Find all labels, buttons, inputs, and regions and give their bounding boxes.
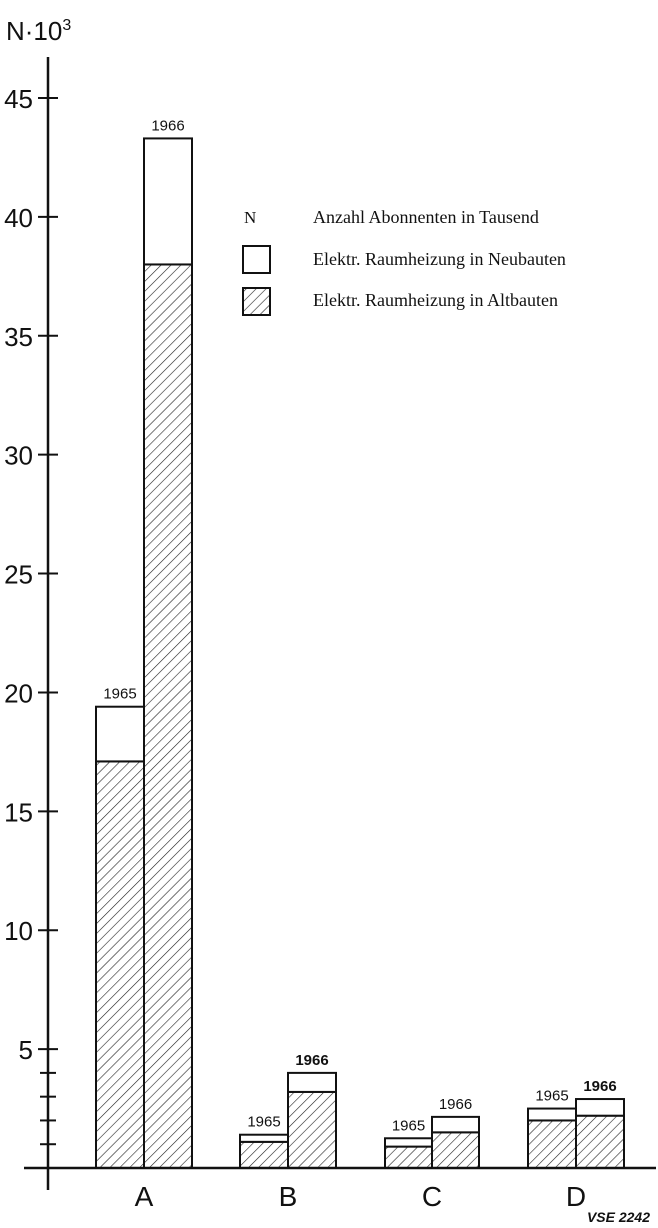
bar-A-1966-neubauten [143, 137, 193, 266]
category-label-A: A [135, 1181, 154, 1212]
y-tick-label: 15 [4, 797, 33, 827]
category-labels: A B C D [135, 1181, 586, 1212]
y-tick-label: 5 [19, 1035, 33, 1065]
bar-A-1966-altbauten [143, 263, 193, 1169]
bars: 1965 1966 1965 1966 1965 1966 1965 1966 [95, 117, 625, 1170]
bar-B-1965-altbauten [239, 1140, 289, 1170]
bar-A-1965-neubauten [95, 705, 145, 763]
legend-swatch-white [242, 245, 271, 274]
bar-C-1965-altbauten [384, 1145, 433, 1169]
y-tick-label: 30 [4, 441, 33, 471]
bar-C-1966-neubauten [431, 1115, 480, 1134]
legend-entry-hatched: Elektr. Raumheizung in Altbauten [313, 290, 558, 310]
bar-C-1966-altbauten [431, 1131, 480, 1170]
y-axis-label-base: N·10 [6, 16, 62, 46]
bar-label-D-1966: 1966 [583, 1078, 616, 1095]
bar-D-1965-neubauten [527, 1107, 577, 1122]
y-tick-label: 45 [4, 84, 33, 114]
bar-B-1966-altbauten [287, 1090, 337, 1170]
legend-swatch-hatched [242, 287, 271, 316]
bar-D-1965-altbauten [527, 1119, 577, 1170]
y-axis-label: N·103 [6, 16, 71, 46]
y-ticks: 5 10 15 20 25 30 35 40 45 [4, 84, 58, 1146]
bar-label-A-1965: 1965 [103, 686, 136, 703]
legend-symbol-n: N [244, 208, 256, 227]
bar-B-1965-neubauten [239, 1133, 289, 1143]
bar-B-1966-neubauten [287, 1071, 337, 1093]
footer-code: VSE 2242 [587, 1209, 650, 1225]
bar-label-A-1966: 1966 [151, 117, 184, 134]
y-tick-label: 40 [4, 203, 33, 233]
category-label-C: C [422, 1181, 442, 1212]
category-label-D: D [566, 1181, 586, 1212]
bar-C-1965-neubauten [384, 1137, 433, 1148]
bar-D-1966-neubauten [575, 1098, 625, 1117]
category-label-B: B [279, 1181, 298, 1212]
y-tick-label: 35 [4, 322, 33, 352]
legend-entry-white: Elektr. Raumheizung in Neubauten [313, 249, 566, 269]
legend-entry-n: Anzahl Abonnenten in Tausend [313, 207, 539, 227]
y-tick-label: 10 [4, 916, 33, 946]
bar-A-1965-altbauten [95, 760, 145, 1170]
bar-label-D-1965: 1965 [535, 1088, 568, 1105]
y-tick-label: 25 [4, 560, 33, 590]
y-axis-label-exponent: 3 [62, 17, 71, 34]
bar-label-B-1966: 1966 [295, 1052, 328, 1069]
bar-label-B-1965: 1965 [247, 1114, 280, 1131]
bar-label-C-1966: 1966 [439, 1096, 472, 1113]
legend: N Anzahl Abonnenten in Tausend Elektr. R… [242, 207, 566, 316]
bar-D-1966-altbauten [575, 1114, 625, 1169]
y-tick-label: 20 [4, 678, 33, 708]
bar-label-C-1965: 1965 [392, 1117, 425, 1134]
